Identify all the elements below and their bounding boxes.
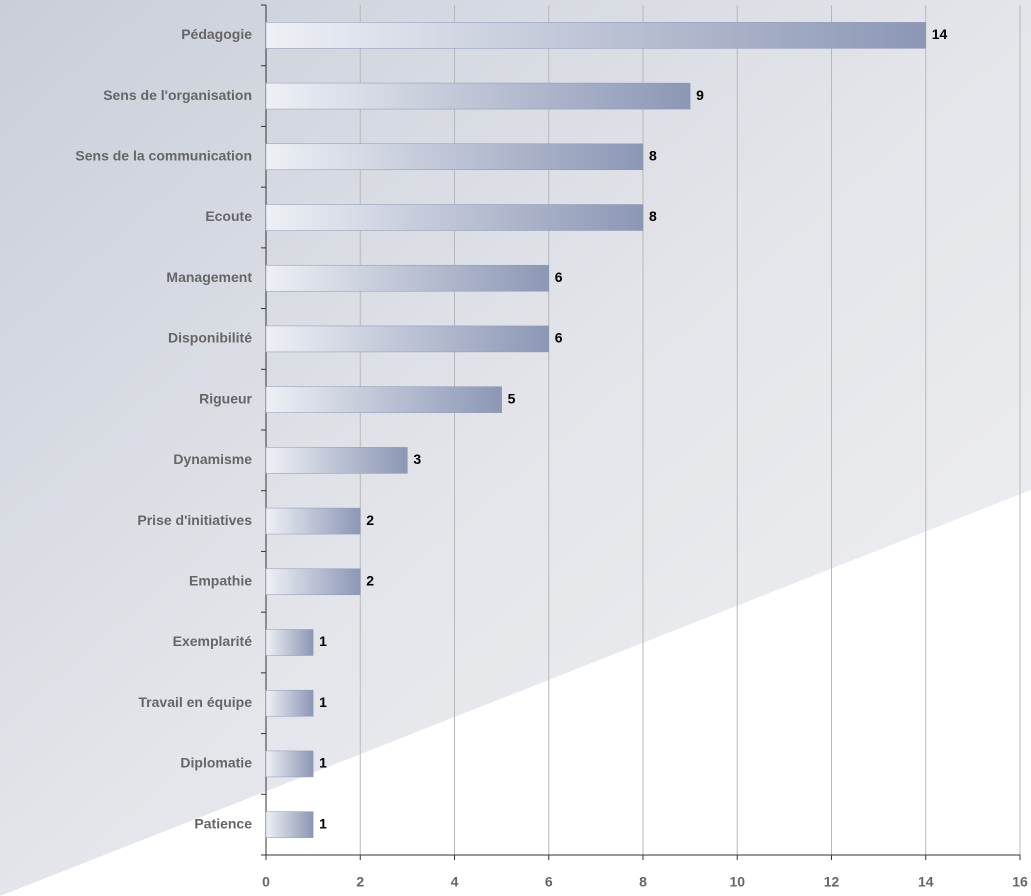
value-label: 8 <box>649 147 657 163</box>
value-label: 14 <box>932 26 948 42</box>
x-tick-label: 2 <box>356 874 364 890</box>
x-tick-label: 6 <box>545 874 553 890</box>
bar <box>265 811 314 838</box>
value-label: 2 <box>366 572 374 588</box>
bar <box>265 447 408 474</box>
value-label: 5 <box>508 390 516 406</box>
bar <box>265 204 644 231</box>
value-label: 1 <box>319 633 327 649</box>
x-tick-label: 14 <box>918 874 934 890</box>
y-tick-label: Pédagogie <box>181 26 252 42</box>
bar <box>265 325 549 353</box>
bar <box>265 750 314 778</box>
y-tick-label: Sens de l'organisation <box>103 87 252 103</box>
y-tick-label: Sens de la communication <box>75 147 252 163</box>
bar <box>265 143 644 171</box>
y-tick-label: Dynamisme <box>173 451 252 467</box>
y-tick-label: Rigueur <box>199 390 252 406</box>
y-tick-label: Diplomatie <box>180 755 252 771</box>
value-label: 6 <box>555 330 563 346</box>
value-label: 9 <box>696 87 704 103</box>
value-label: 3 <box>413 451 421 467</box>
y-tick-label: Exemplarité <box>173 633 253 649</box>
x-tick-label: 0 <box>262 874 270 890</box>
bar <box>265 568 361 596</box>
y-tick-label: Empathie <box>189 572 252 588</box>
value-label: 1 <box>319 755 327 771</box>
value-label: 2 <box>366 512 374 528</box>
bar <box>265 507 361 535</box>
value-label: 6 <box>555 269 563 285</box>
bar <box>265 264 549 292</box>
bar <box>265 689 314 717</box>
y-tick-label: Travail en équipe <box>138 694 252 710</box>
bar <box>265 386 502 413</box>
x-tick-label: 10 <box>729 874 745 890</box>
bar <box>265 22 926 49</box>
value-label: 8 <box>649 208 657 224</box>
y-tick-label: Ecoute <box>205 208 252 224</box>
x-tick-label: 4 <box>451 874 459 890</box>
x-tick-label: 16 <box>1012 874 1028 890</box>
value-label: 1 <box>319 815 327 831</box>
bar <box>265 629 314 656</box>
value-label: 1 <box>319 694 327 710</box>
y-tick-label: Disponibilité <box>168 330 252 346</box>
y-tick-label: Prise d'initiatives <box>137 512 252 528</box>
background-shape <box>0 490 1031 896</box>
y-tick-label: Management <box>166 269 252 285</box>
bar <box>265 82 691 110</box>
x-tick-label: 8 <box>639 874 647 890</box>
y-tick-label: Patience <box>194 815 252 831</box>
x-tick-label: 12 <box>824 874 840 890</box>
